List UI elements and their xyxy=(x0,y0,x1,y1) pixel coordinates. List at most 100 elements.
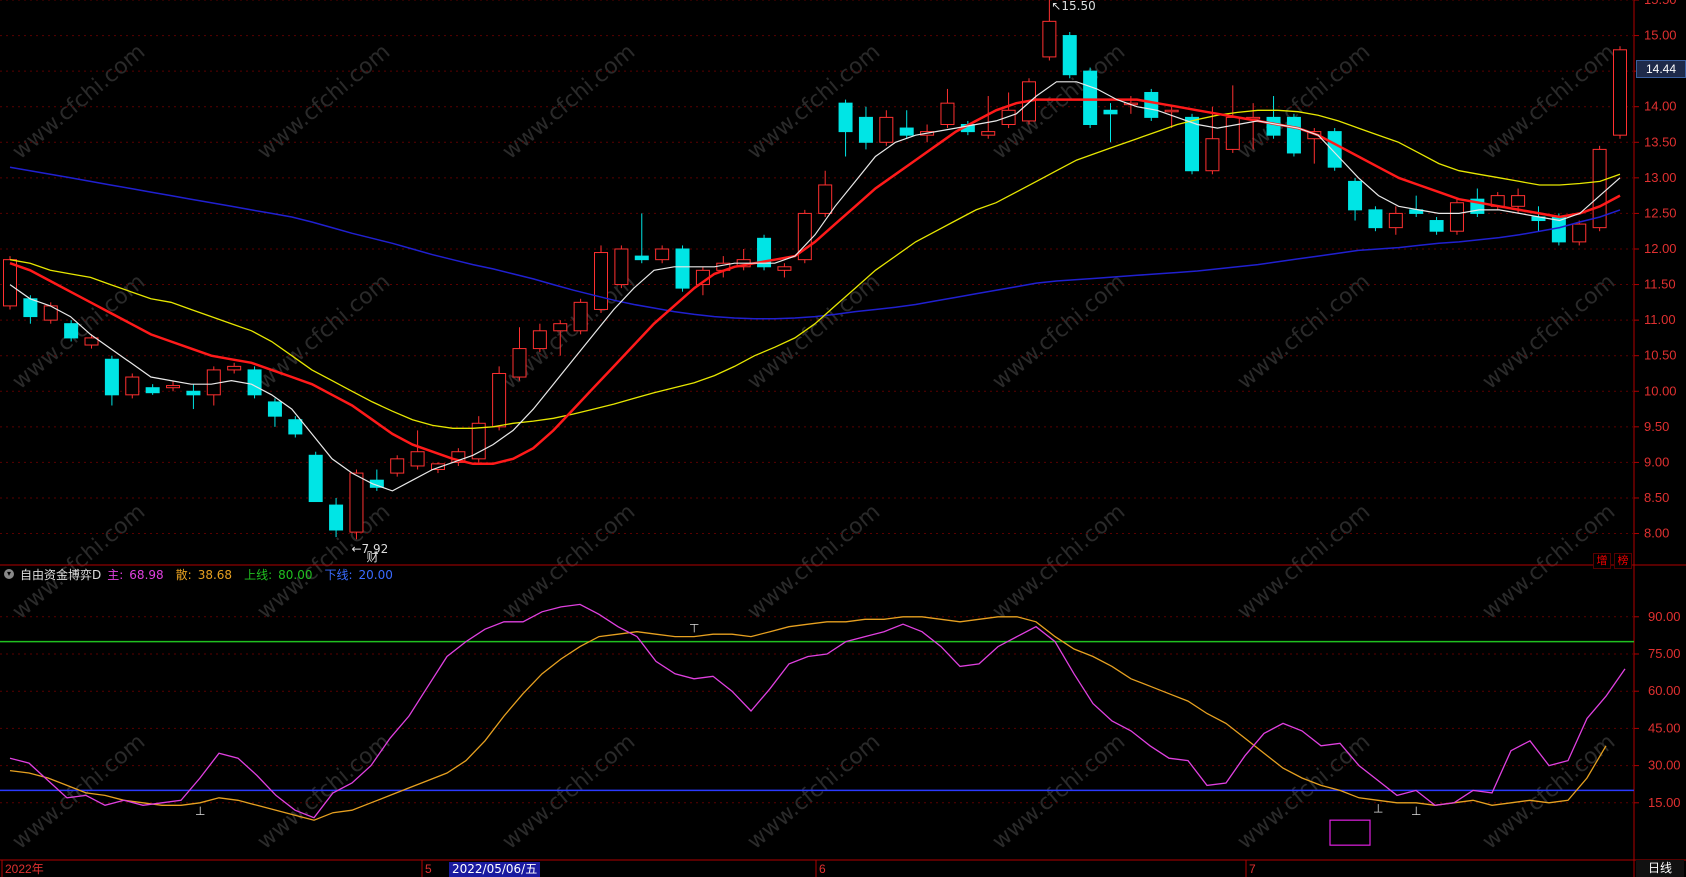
candle-body xyxy=(430,463,445,471)
lower-label: 下线: xyxy=(324,567,353,582)
candle xyxy=(369,469,384,491)
price-tick-label: 12.50 xyxy=(1644,205,1677,220)
watermark-text: www.cfchi.com xyxy=(1478,39,1620,164)
ma-white-line xyxy=(9,81,1621,492)
candle-body xyxy=(675,248,690,289)
candle-body xyxy=(818,184,833,214)
candle-body xyxy=(451,451,466,463)
candles xyxy=(3,0,1627,540)
candle xyxy=(1388,206,1403,235)
candle-body xyxy=(553,323,568,332)
upper-legend: 上线: 80.00 xyxy=(244,566,318,583)
candle xyxy=(1205,106,1220,175)
candle-body xyxy=(1327,131,1342,168)
candle xyxy=(1613,46,1627,139)
indicator-grid: 90.00 75.00 60.00 45.00 30.00 15.00 xyxy=(0,609,1681,810)
candle-body xyxy=(838,102,853,133)
price-tick-label: 14.00 xyxy=(1644,99,1677,114)
indicator-tick-label: 90.00 xyxy=(1648,609,1681,624)
candle-body xyxy=(1348,180,1363,211)
candle xyxy=(186,384,201,410)
candle-body xyxy=(1083,70,1098,125)
candle-body xyxy=(145,387,160,394)
watermark-text: www.cfchi.com xyxy=(253,39,395,164)
low-price-annotation: ←7.92 xyxy=(351,542,388,556)
candle-body xyxy=(104,358,119,396)
watermark-text: www.cfchi.com xyxy=(743,499,885,624)
indicator-tick-label: 45.00 xyxy=(1648,720,1681,735)
candle xyxy=(1449,199,1464,235)
selection-box xyxy=(1329,819,1371,846)
candle-body xyxy=(594,252,609,310)
indicator-legend: ▾ 自由资金博弈D 主: 68.98 散: 38.68 上线: 80.00 下线: 20… xyxy=(4,566,405,582)
x-axis-label: 2022年 xyxy=(5,862,44,876)
candle-body xyxy=(329,504,344,531)
candle xyxy=(1185,113,1200,175)
candle xyxy=(553,320,568,356)
candle xyxy=(1266,96,1281,139)
candle-body xyxy=(1144,91,1159,118)
candle xyxy=(1225,85,1240,153)
candle xyxy=(288,416,303,438)
watermark-text: www.cfchi.com xyxy=(8,729,150,854)
candle xyxy=(43,302,58,324)
candle-body xyxy=(777,266,792,271)
price-grid: 15.5015.0014.5014.0013.5013.0012.5012.00… xyxy=(0,0,1677,541)
x-axis-label: 6 xyxy=(819,862,826,876)
tag-zeng[interactable]: 增 xyxy=(1593,553,1611,569)
candle xyxy=(1551,213,1566,246)
indicator-menu-icon[interactable]: ▾ xyxy=(4,569,14,579)
candle-body xyxy=(512,348,527,378)
candle xyxy=(634,213,649,264)
lower-value: 20.00 xyxy=(358,567,393,582)
price-tick-label: 15.50 xyxy=(1644,0,1677,7)
upper-label: 上线: xyxy=(244,567,273,582)
retail-legend: 散: 38.68 xyxy=(176,566,238,583)
candle xyxy=(247,366,262,399)
retail-line xyxy=(9,616,1607,821)
price-tick-label: 13.00 xyxy=(1644,170,1677,185)
candle-body xyxy=(1429,220,1444,232)
candle xyxy=(104,355,119,406)
period-button[interactable]: 日线 xyxy=(1636,860,1684,877)
watermark-text: www.cfchi.com xyxy=(743,269,885,394)
price-tick-label: 9.50 xyxy=(1644,419,1669,434)
price-tick-label: 13.50 xyxy=(1644,134,1677,149)
tag-bang[interactable]: 榜 xyxy=(1614,553,1632,569)
candle xyxy=(145,384,160,395)
candle xyxy=(512,327,527,381)
candle-body xyxy=(1511,195,1526,207)
candle-body xyxy=(1185,116,1200,172)
candle-body xyxy=(1266,116,1281,136)
candle xyxy=(410,430,425,470)
watermark-text: www.cfchi.com xyxy=(1233,729,1375,854)
candle xyxy=(1062,32,1077,79)
candle xyxy=(655,245,670,264)
candle-body xyxy=(186,390,201,396)
candle xyxy=(940,88,955,129)
candle xyxy=(716,256,731,278)
candle-body xyxy=(1164,109,1179,113)
candle xyxy=(1572,220,1587,246)
candle xyxy=(1103,103,1118,143)
main-label: 主: xyxy=(107,567,124,582)
candle xyxy=(797,209,812,264)
candle xyxy=(166,380,181,392)
candle-body xyxy=(1205,138,1220,172)
watermark-text: www.cfchi.com xyxy=(8,499,150,624)
indicator-name[interactable]: 自由资金博弈D xyxy=(20,567,102,582)
indicator-tick-label: 30.00 xyxy=(1648,758,1681,773)
candle-body xyxy=(532,330,547,350)
upper-value: 80.00 xyxy=(278,567,313,582)
price-tick-label: 8.00 xyxy=(1644,526,1669,541)
indicator-tick-label: 75.00 xyxy=(1648,646,1681,661)
candle-body xyxy=(3,259,17,307)
candle xyxy=(818,170,833,217)
candle xyxy=(390,455,405,477)
candle-body xyxy=(84,337,99,346)
candle-body xyxy=(166,385,181,389)
candle-body xyxy=(1286,116,1301,154)
watermark-text: www.cfchi.com xyxy=(8,39,150,164)
candle xyxy=(471,416,486,463)
